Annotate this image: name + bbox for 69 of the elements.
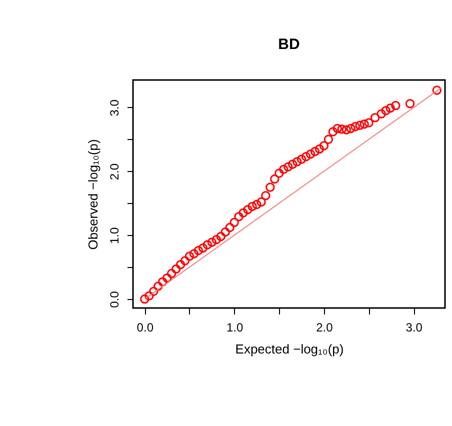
x-tick-label: 0.0 [136, 320, 154, 334]
y-tick-label: 1.0 [108, 227, 122, 244]
point [360, 119, 369, 129]
x-tick-label: 2.0 [316, 320, 334, 334]
point [350, 122, 360, 132]
x-axis-title: Expected −log₁₀(p) [235, 342, 344, 356]
point [184, 252, 194, 261]
point [391, 100, 400, 110]
point [292, 157, 302, 166]
point [342, 125, 351, 134]
point [381, 106, 390, 116]
y-axis-title: Observed −log₁₀(p) [86, 139, 100, 250]
y-tick-label: 0.0 [108, 290, 122, 308]
point [279, 164, 288, 174]
point [283, 162, 293, 172]
point [252, 200, 262, 210]
point [158, 277, 168, 286]
point [270, 174, 280, 184]
y-tick-label: 2.0 [108, 163, 122, 180]
point [261, 190, 270, 200]
chart-title: BD [278, 36, 300, 53]
point [216, 232, 226, 242]
x-tick-label: 1.0 [226, 320, 244, 334]
point [296, 154, 306, 164]
point [225, 222, 234, 232]
point [220, 227, 230, 237]
point [266, 182, 275, 192]
point [288, 160, 298, 169]
point [376, 109, 386, 118]
point [314, 144, 324, 154]
point [176, 260, 186, 270]
point [306, 149, 316, 159]
point [180, 256, 190, 266]
point [386, 103, 395, 113]
point [238, 208, 248, 218]
point [405, 99, 415, 108]
point [202, 240, 212, 250]
point [274, 168, 284, 178]
point [337, 124, 347, 134]
point [256, 197, 266, 207]
point [355, 120, 364, 130]
point [153, 282, 163, 291]
x-tick-label: 3.0 [406, 320, 423, 334]
point [364, 118, 374, 128]
point [332, 124, 342, 134]
point [166, 268, 176, 278]
point [207, 238, 217, 247]
point [140, 294, 150, 304]
point [328, 127, 338, 136]
point [346, 124, 356, 134]
point [149, 286, 158, 296]
point [319, 141, 329, 150]
point [212, 235, 221, 244]
point [310, 146, 320, 156]
point [171, 264, 181, 274]
point [432, 86, 442, 95]
point [243, 205, 252, 214]
y-tick-label: 3.0 [108, 99, 122, 116]
point [248, 202, 257, 212]
point [370, 113, 380, 122]
point [234, 212, 244, 222]
point [198, 243, 208, 253]
point [324, 134, 334, 144]
point [144, 291, 154, 300]
point [230, 218, 239, 228]
point [301, 152, 311, 162]
point [189, 249, 199, 258]
point [162, 273, 172, 283]
point [194, 246, 204, 256]
